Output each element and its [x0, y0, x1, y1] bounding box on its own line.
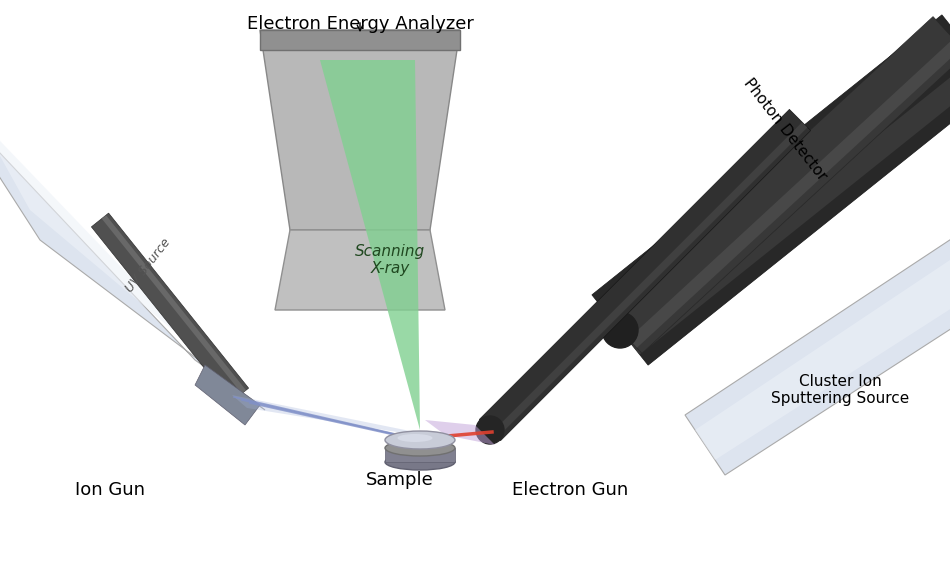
Polygon shape: [320, 60, 420, 430]
Text: UV Source: UV Source: [123, 235, 173, 295]
Polygon shape: [0, 120, 250, 395]
Polygon shape: [626, 57, 950, 354]
Ellipse shape: [397, 434, 432, 442]
Circle shape: [476, 416, 504, 444]
Polygon shape: [608, 17, 950, 353]
Ellipse shape: [385, 454, 455, 470]
Circle shape: [602, 312, 638, 348]
Polygon shape: [425, 420, 495, 445]
Polygon shape: [628, 39, 950, 348]
Polygon shape: [685, 220, 950, 475]
Polygon shape: [384, 60, 425, 430]
Polygon shape: [195, 365, 260, 425]
Ellipse shape: [385, 431, 455, 449]
Text: Ion Gun: Ion Gun: [75, 481, 145, 499]
Polygon shape: [0, 100, 265, 410]
Text: Cluster Ion
Sputtering Source: Cluster Ion Sputtering Source: [770, 374, 909, 406]
Text: Sample: Sample: [366, 471, 434, 489]
Ellipse shape: [385, 440, 455, 456]
Polygon shape: [260, 30, 460, 230]
Polygon shape: [275, 230, 445, 310]
Text: Photon Detector: Photon Detector: [741, 76, 829, 184]
Polygon shape: [492, 122, 808, 437]
Polygon shape: [260, 30, 460, 50]
Polygon shape: [695, 240, 950, 460]
Polygon shape: [592, 15, 950, 365]
Polygon shape: [232, 395, 428, 437]
Polygon shape: [385, 448, 455, 462]
Text: Electron Gun: Electron Gun: [512, 481, 628, 499]
Text: Electron Energy Analyzer: Electron Energy Analyzer: [247, 15, 473, 33]
Polygon shape: [102, 215, 246, 394]
Text: Scanning
X-ray: Scanning X-ray: [355, 244, 425, 276]
Polygon shape: [91, 213, 249, 402]
Polygon shape: [480, 110, 810, 441]
